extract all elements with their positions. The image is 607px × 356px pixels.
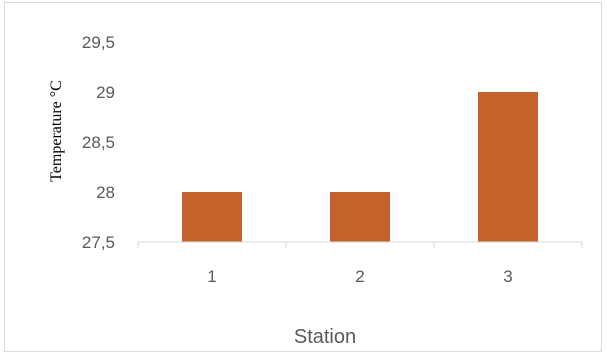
bar [182, 192, 242, 242]
x-axis-ticks: 1 2 3 [207, 267, 512, 286]
y-tick-label: 28 [96, 183, 115, 202]
x-tick-label: 3 [503, 267, 512, 286]
x-axis-title: Station [294, 326, 356, 348]
bar-series [182, 92, 538, 242]
bar [478, 92, 538, 242]
x-axis-tickmarks [137, 242, 583, 248]
y-tick-label: 29 [96, 83, 115, 102]
bar [330, 192, 390, 242]
y-axis-ticks: 27,5 28 28,5 29 29,5 [82, 33, 115, 252]
x-tick-label: 1 [207, 267, 216, 286]
x-tick-label: 2 [355, 267, 364, 286]
y-axis-title: Temperature °C [48, 80, 65, 182]
y-tick-label: 28,5 [82, 133, 115, 152]
y-tick-label: 27,5 [82, 233, 115, 252]
y-tick-label: 29,5 [82, 33, 115, 52]
